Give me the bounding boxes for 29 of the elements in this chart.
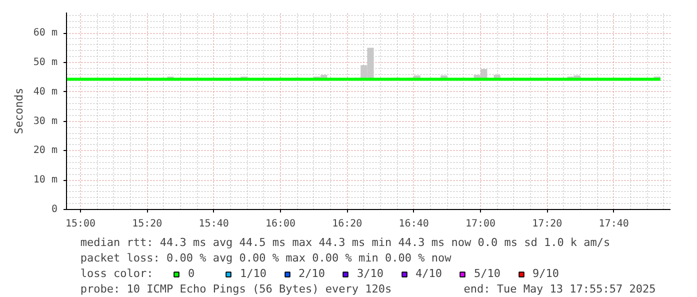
text: probe: 10 ICMP Echo Pings (56 Bytes) every 120s [80,282,392,296]
text: median rtt: 44.3 ms avg 44.5 ms max 44.3 ms min 44.3 ms now 0.0 ms sd 1.0 k am/s [80,236,610,249]
y-tick-label: 10 m [33,174,58,186]
text: packet loss: 0.00 % avg 0.00 % max 0.00 % min 0.00 % now [80,252,452,264]
legend-label: 4/10 [416,267,442,280]
x-tick-label: 15:00 [65,218,96,230]
y-tick-label: 30 m [33,116,58,127]
x-tick-label: 17:20 [532,218,562,230]
x-tick-label: 15:40 [198,218,229,230]
y-tick-label: 20 m [33,145,58,156]
legend-label: 1/10 [240,267,266,280]
legend-label: 0 [188,267,196,280]
x-tick-label: 17:00 [465,218,496,230]
text: end: Tue May 13 17:55:57 2025 [464,282,656,296]
legend-label: 5/10 [474,267,500,280]
x-tick-label: 16:40 [398,218,429,230]
y-tick-label: 0 [51,204,58,215]
x-tick-label: 17:40 [598,218,629,230]
x-tick-label: 16:20 [332,218,362,230]
y-tick-label: 60 m [33,28,58,39]
y-tick-label: 50 m [33,56,58,68]
x-tick-label: 15:20 [132,218,162,230]
y-axis-title: Seconds [12,88,26,134]
x-tick-label: 16:00 [265,218,296,230]
legend-title: loss color: [80,267,154,280]
legend-label: 3/10 [357,267,384,280]
legend-label: 9/10 [532,267,559,280]
legend-label: 2/10 [298,267,325,280]
y-tick-label: 40 m [33,86,58,98]
